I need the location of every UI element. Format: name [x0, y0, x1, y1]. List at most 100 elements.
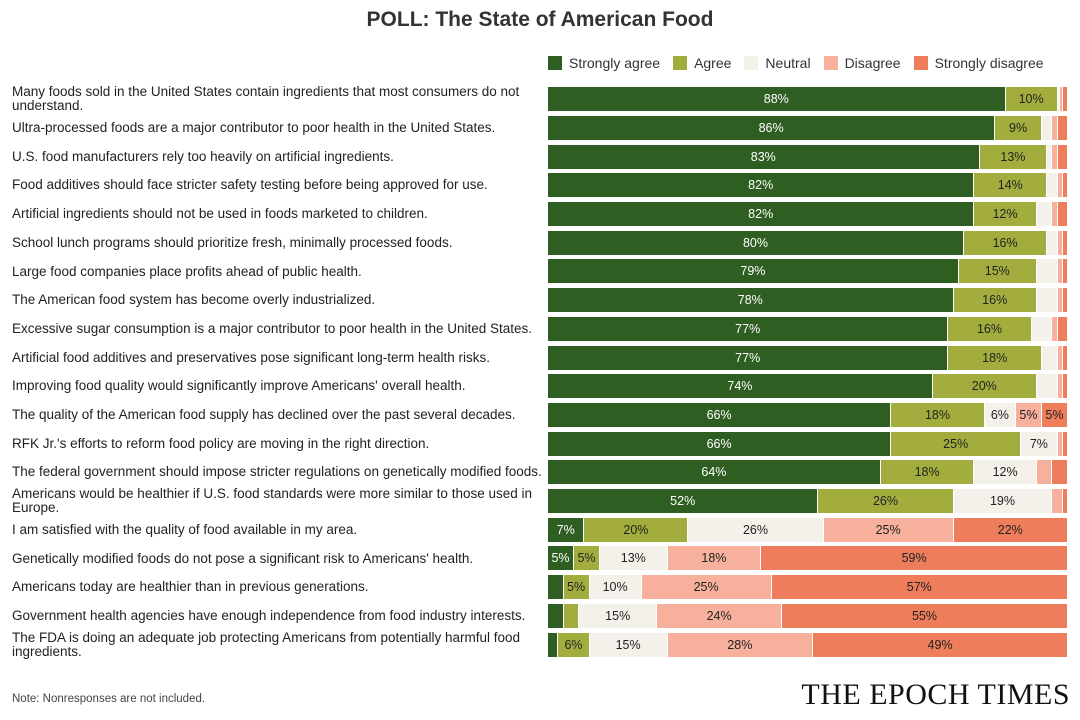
bar-segment-agree: 6% — [558, 632, 590, 657]
bar-segment-neutral — [1047, 230, 1058, 255]
bar-segment-strongly-agree: 80% — [548, 230, 964, 255]
bar-segment-disagree — [1052, 202, 1058, 227]
data-label: 25% — [875, 522, 901, 537]
bar-segment-agree: 16% — [953, 288, 1037, 313]
legend-label: Neutral — [765, 55, 811, 71]
data-label: 12% — [992, 465, 1018, 480]
data-label: 19% — [989, 494, 1015, 509]
chart-row: School lunch programs should prioritize … — [12, 229, 1072, 258]
category-label: The quality of the American food supply … — [12, 407, 516, 423]
data-label: 20% — [971, 379, 997, 394]
stacked-bar: 86% 9% — [548, 115, 1068, 140]
category-label: Artificial food additives and preservati… — [12, 349, 490, 365]
data-label: 49% — [927, 637, 953, 652]
data-label: 77% — [735, 350, 761, 365]
chart-row: Improving food quality would significant… — [12, 372, 1072, 401]
bar-segment-disagree — [1057, 288, 1063, 313]
bar-segment-agree — [563, 603, 580, 628]
stacked-bar: 52% 26% 19% — [548, 489, 1068, 514]
bar-segment-disagree — [1052, 489, 1063, 514]
bar-segment-disagree: 25% — [823, 517, 954, 542]
category-label: Genetically modified foods do not pose a… — [12, 550, 474, 566]
bar-segment-strongly-disagree — [1062, 345, 1068, 370]
bar-segment-strongly-agree: 82% — [548, 202, 975, 227]
bar-segment-neutral: 15% — [579, 603, 658, 628]
chart-row: Large food companies place profits ahead… — [12, 257, 1072, 286]
bar-segment-neutral — [1036, 202, 1053, 227]
bar-segment-neutral: 10% — [589, 575, 642, 600]
bar-segment-strongly-disagree — [1057, 316, 1068, 341]
stacked-bar: 6% 15% 28% 49% — [548, 632, 1068, 657]
data-label: 5% — [577, 551, 596, 566]
legend-swatch — [673, 56, 688, 70]
category-label: RFK Jr.'s efforts to reform food policy … — [12, 435, 430, 451]
bar-segment-disagree — [1057, 345, 1063, 370]
chart-row: Artificial food additives and preservati… — [12, 343, 1072, 372]
bar-segment-neutral: 19% — [953, 489, 1053, 514]
bar-segment-strongly-agree — [548, 575, 564, 600]
data-label: 74% — [727, 379, 753, 394]
legend-label: Agree — [694, 55, 732, 71]
chart-row: Artificial ingredients should not be use… — [12, 200, 1072, 229]
data-label: 18% — [924, 407, 950, 422]
data-label: 82% — [748, 207, 774, 222]
data-label: 5% — [551, 551, 570, 566]
chart-row: RFK Jr.'s efforts to reform food policy … — [12, 429, 1072, 458]
bar-segment-disagree — [1057, 431, 1063, 456]
category-label: The FDA is doing an adequate job protect… — [12, 629, 521, 659]
chart-row: Excessive sugar consumption is a major c… — [12, 315, 1072, 344]
bar-segment-disagree: 25% — [641, 575, 772, 600]
category-label: Artificial ingredients should not be use… — [12, 206, 428, 222]
bar-segment-disagree — [1057, 230, 1063, 255]
data-label: 77% — [735, 321, 761, 336]
stacked-bar: 83% 13% — [548, 144, 1068, 169]
bar-segment-strongly-disagree — [1062, 173, 1068, 198]
bar-segment-neutral — [1036, 259, 1058, 284]
bar-segment-strongly-agree: 77% — [548, 316, 949, 341]
bar-segment-disagree — [1057, 173, 1063, 198]
stacked-bar: 5% 10% 25% 57% — [548, 575, 1068, 600]
category-label: Excessive sugar consumption is a major c… — [12, 320, 533, 336]
bar-segment-strongly-agree — [548, 603, 564, 628]
stacked-bar: 77% 18% — [548, 345, 1068, 370]
bar-segment-strongly-agree: 83% — [548, 144, 980, 169]
bar-segment-disagree: 5% — [1015, 402, 1042, 427]
data-label: 88% — [763, 92, 789, 107]
data-label: 15% — [605, 608, 631, 623]
bar-segment-agree: 16% — [964, 230, 1048, 255]
bar-segment-neutral: 6% — [984, 402, 1016, 427]
stacked-bar: 66% 18% 6% 5% 5% — [548, 402, 1068, 427]
data-label: 25% — [943, 436, 969, 451]
bar-segment-neutral: 26% — [688, 517, 824, 542]
bar-segment-strongly-disagree — [1062, 87, 1068, 112]
legend-swatch — [548, 56, 562, 70]
legend-item: Strongly disagree — [913, 55, 1044, 71]
data-label: 66% — [706, 407, 732, 422]
stacked-bar: 78% 16% — [548, 288, 1068, 313]
category-label: I am satisfied with the quality of food … — [12, 521, 358, 537]
data-label: 7% — [1029, 436, 1048, 451]
bar-segment-disagree: 18% — [667, 546, 762, 571]
data-label: 5% — [1045, 407, 1064, 422]
bar-segment-strongly-agree: 78% — [548, 288, 954, 313]
data-label: 16% — [976, 321, 1002, 336]
data-label: 14% — [997, 178, 1023, 193]
data-label: 12% — [992, 207, 1018, 222]
data-label: 52% — [670, 494, 696, 509]
data-label: 5% — [567, 580, 586, 595]
bar-segment-neutral — [1036, 288, 1058, 313]
legend-label: Strongly disagree — [934, 55, 1044, 71]
stacked-bar: 5% 5% 13% 18% 59% — [548, 546, 1068, 571]
bar-segment-agree: 18% — [948, 345, 1042, 370]
data-label: 13% — [620, 551, 646, 566]
data-label: 16% — [982, 293, 1008, 308]
data-label: 55% — [911, 608, 937, 623]
data-label: 26% — [742, 522, 768, 537]
bar-segment-strongly-disagree — [1057, 144, 1068, 169]
data-label: 18% — [701, 551, 727, 566]
legend-item: Neutral — [744, 55, 811, 71]
data-label: 83% — [750, 149, 776, 164]
bar-segment-strongly-agree: 82% — [548, 173, 975, 198]
stacked-bar: 15% 24% 55% — [548, 603, 1068, 628]
bar-segment-disagree — [1057, 374, 1063, 399]
